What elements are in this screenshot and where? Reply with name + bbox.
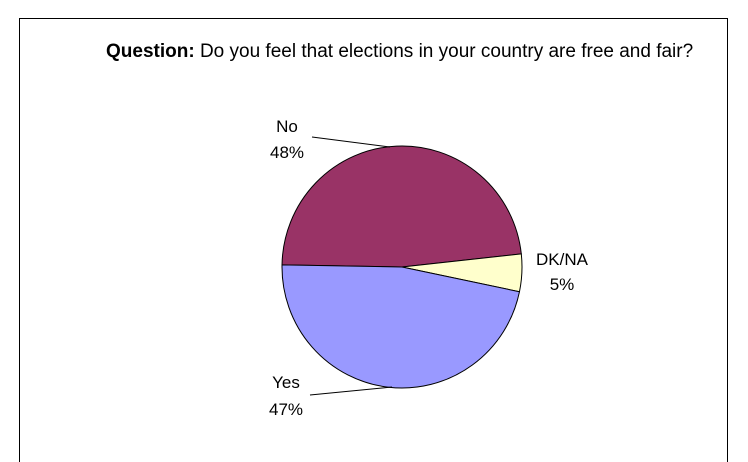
label-dkna: DK/NA 5% (536, 250, 589, 294)
pie-slice-no (281, 145, 522, 268)
slice-value-dkna: 5% (550, 275, 575, 294)
question-body: Do you feel that elections in your count… (194, 41, 694, 62)
slice-name-yes: Yes (272, 373, 300, 392)
leader-line-yes (309, 386, 393, 396)
slice-name-dkna: DK/NA (536, 250, 589, 269)
leader-lines (309, 136, 393, 396)
pie-slices (281, 145, 523, 389)
leader-line-no (311, 136, 391, 148)
slice-name-no: No (276, 117, 298, 136)
question-prefix: Question: (106, 41, 195, 62)
question-text: Question: Do you feel that elections in … (106, 39, 706, 65)
label-no: No 48% (270, 117, 304, 162)
label-yes: Yes 47% (269, 373, 303, 419)
slice-value-yes: 47% (269, 400, 303, 419)
slice-value-no: 48% (270, 143, 304, 162)
